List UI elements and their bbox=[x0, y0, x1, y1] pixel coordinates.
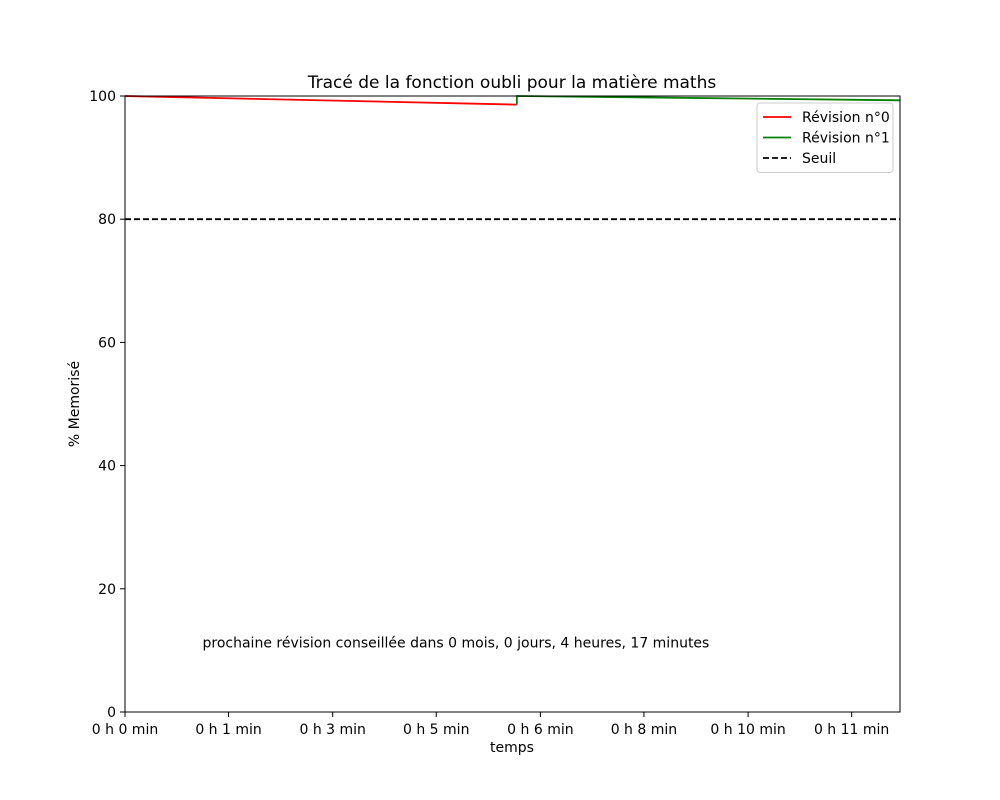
x-tick-label: 0 h 1 min bbox=[195, 722, 261, 738]
annotation-layer: prochaine révision conseillée dans 0 moi… bbox=[203, 635, 710, 651]
legend: Révision n°0 Révision n°1 Seuil bbox=[756, 102, 894, 173]
x-tick-label: 0 h 11 min bbox=[814, 722, 889, 738]
series-line-0 bbox=[125, 95, 517, 106]
chart-title: Tracé de la fonction oubli pour la matiè… bbox=[307, 73, 717, 93]
y-tick-label: 40 bbox=[98, 459, 116, 475]
y-tick-label: 0 bbox=[107, 705, 116, 721]
y-axis-label: % Memorisé bbox=[67, 361, 83, 447]
x-tick-label: 0 h 8 min bbox=[611, 722, 677, 738]
x-axis: 0 h 0 min 0 h 1 min 0 h 3 min 0 h 5 min 0 h … bbox=[92, 712, 889, 738]
x-tick-label: 0 h 3 min bbox=[299, 722, 365, 738]
x-tick-label: 0 h 6 min bbox=[507, 722, 573, 738]
x-tick-label: 0 h 0 min bbox=[92, 722, 158, 738]
legend-box bbox=[756, 102, 894, 173]
y-tick-label: 100 bbox=[89, 89, 116, 105]
x-tick-label: 0 h 10 min bbox=[710, 722, 785, 738]
x-tick-label: 0 h 5 min bbox=[403, 722, 469, 738]
x-axis-label: temps bbox=[490, 740, 534, 756]
y-axis: 0 20 40 60 80 100 bbox=[89, 89, 125, 721]
y-tick-label: 80 bbox=[98, 212, 116, 228]
y-tick-label: 60 bbox=[98, 335, 116, 351]
legend-label: Révision n°1 bbox=[802, 131, 890, 147]
annotation-text: prochaine révision conseillée dans 0 moi… bbox=[203, 635, 710, 651]
y-tick-label: 20 bbox=[98, 582, 116, 598]
legend-label: Révision n°0 bbox=[802, 110, 890, 126]
plot-frame bbox=[124, 95, 901, 713]
legend-label: Seuil bbox=[802, 151, 836, 167]
